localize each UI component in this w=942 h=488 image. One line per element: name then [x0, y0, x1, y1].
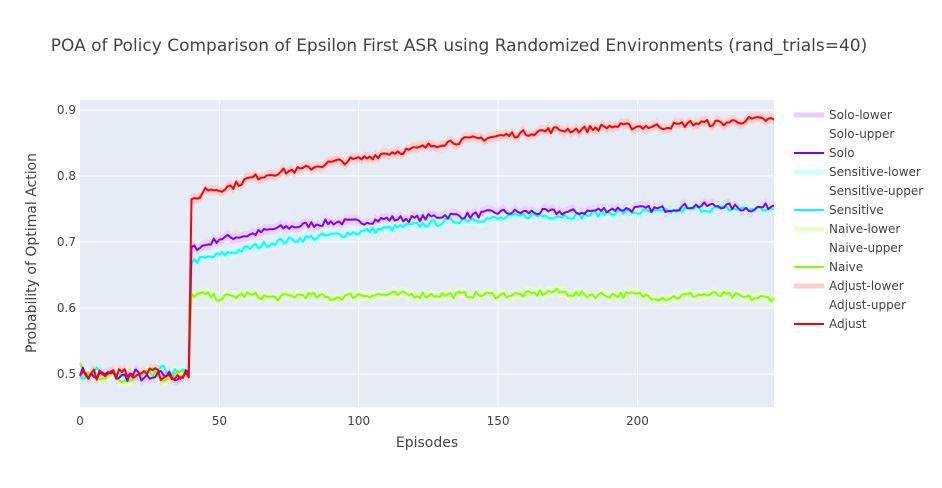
- legend-item-naive-lower: Naive-lower: [829, 222, 900, 236]
- grid: [80, 100, 774, 407]
- y-tick-label: 0.5: [57, 367, 76, 381]
- legend-item-adjust-lower: Adjust-lower: [829, 279, 904, 293]
- series-line-naive: [79, 287, 775, 384]
- y-tick-label: 0.9: [57, 103, 76, 117]
- x-axis-title: Episodes: [396, 435, 458, 451]
- band-sensitive: [80, 201, 774, 384]
- series-line-solo: [79, 201, 775, 382]
- plot-area: [80, 100, 774, 407]
- y-axis-title: Probability of Optimal Action: [24, 153, 40, 353]
- series-line-adjust: [79, 115, 775, 381]
- y-tick-label: 0.8: [57, 169, 76, 183]
- band-adjust: [80, 111, 774, 386]
- y-axis-ticks: 0.5 0.6 0.7 0.8 0.9: [57, 103, 76, 381]
- legend-item-sensitive: Sensitive: [829, 203, 884, 217]
- legend-item-solo: Solo: [829, 146, 855, 160]
- y-tick-label: 0.7: [57, 235, 76, 249]
- series-line-sensitive: [79, 205, 775, 380]
- series-lines: [79, 115, 775, 384]
- chart-title: POA of Policy Comparison of Epsilon Firs…: [51, 36, 867, 56]
- legend-item-solo-upper: Solo-upper: [829, 127, 894, 141]
- y-tick-label: 0.6: [57, 301, 76, 315]
- legend-item-adjust: Adjust: [829, 317, 867, 331]
- x-tick-label: 150: [487, 414, 510, 428]
- x-tick-label: 0: [76, 414, 84, 428]
- x-axis-ticks: 0 50 100 150 200: [76, 414, 649, 428]
- legend-item-naive: Naive: [829, 260, 863, 274]
- legend-item-adjust-upper: Adjust-upper: [829, 298, 906, 312]
- legend-item-naive-upper: Naive-upper: [829, 241, 903, 255]
- x-tick-label: 200: [626, 414, 649, 428]
- legend-item-sensitive-lower: Sensitive-lower: [829, 165, 921, 179]
- legend-item-sensitive-upper: Sensitive-upper: [829, 184, 923, 198]
- legend-item-solo-lower: Solo-lower: [829, 108, 892, 122]
- x-tick-label: 50: [212, 414, 227, 428]
- x-tick-label: 100: [347, 414, 370, 428]
- legend: Solo-lower Solo-upper Solo Sensitive-lower S…: [794, 108, 923, 331]
